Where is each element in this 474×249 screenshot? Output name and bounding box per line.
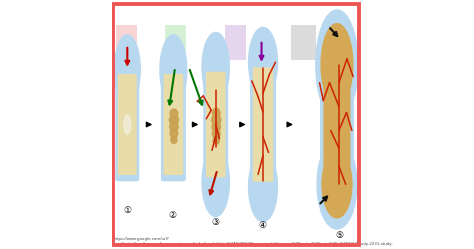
Ellipse shape [124,115,131,134]
Text: ④: ④ [258,221,266,230]
Ellipse shape [171,136,177,143]
FancyBboxPatch shape [115,68,139,181]
Text: ②: ② [169,211,177,220]
Ellipse shape [321,24,353,106]
Ellipse shape [317,139,357,229]
Ellipse shape [211,115,221,124]
FancyBboxPatch shape [320,63,354,186]
Ellipse shape [169,116,179,124]
FancyBboxPatch shape [116,25,137,60]
FancyBboxPatch shape [161,68,186,181]
Ellipse shape [170,122,178,131]
Ellipse shape [316,10,358,120]
Text: ①: ① [123,206,131,215]
FancyBboxPatch shape [323,69,350,180]
Ellipse shape [160,35,187,105]
Ellipse shape [212,129,220,138]
Text: ⑤: ⑤ [336,231,344,240]
Ellipse shape [248,27,277,97]
Ellipse shape [202,147,229,217]
FancyBboxPatch shape [118,74,137,175]
Ellipse shape [213,137,219,144]
Ellipse shape [212,108,220,118]
FancyBboxPatch shape [253,67,273,182]
Ellipse shape [248,152,277,222]
FancyBboxPatch shape [165,25,186,60]
Ellipse shape [170,129,178,138]
FancyBboxPatch shape [250,60,276,189]
Ellipse shape [212,122,220,131]
FancyBboxPatch shape [225,25,246,60]
Ellipse shape [202,32,229,102]
Ellipse shape [170,109,178,118]
Ellipse shape [322,151,352,218]
Text: https://www.google.com/url?
sa=i&rct=j&q=&esrc=s&source=images&cd=&ved=https%3A%: https://www.google.com/url? sa=i&rct=j&q… [114,237,393,246]
FancyBboxPatch shape [291,25,316,60]
FancyBboxPatch shape [203,65,228,184]
FancyBboxPatch shape [206,72,226,177]
Ellipse shape [114,35,140,105]
FancyBboxPatch shape [164,74,183,175]
Text: ③: ③ [211,218,219,227]
